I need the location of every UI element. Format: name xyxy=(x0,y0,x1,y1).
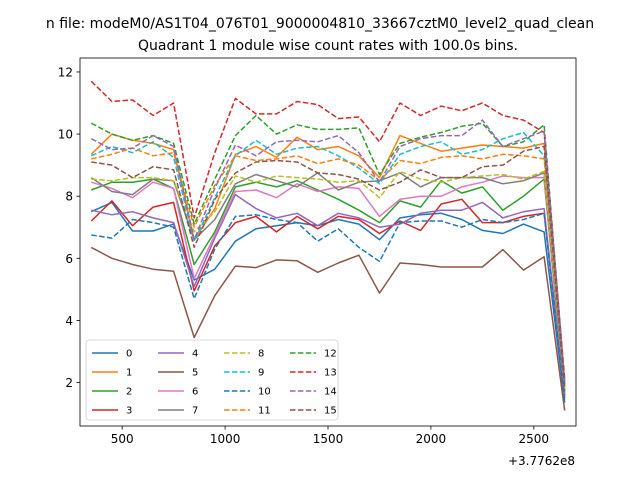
y-tick-label: 2 xyxy=(65,376,73,390)
series-line-3 xyxy=(90,198,566,395)
chart-suptitle: n file: modeM0/AS1T04_076T01_9000004810_… xyxy=(46,16,594,32)
legend-label-14: 14 xyxy=(324,387,337,398)
series-line-5 xyxy=(90,246,566,411)
legend-label-1: 1 xyxy=(126,368,132,379)
legend-label-5: 5 xyxy=(192,368,198,379)
series-line-9 xyxy=(90,131,566,388)
series-line-13 xyxy=(90,80,566,380)
series-line-12 xyxy=(90,114,566,383)
series-line-8 xyxy=(91,170,566,389)
series-line-11 xyxy=(91,147,566,386)
series-line-6 xyxy=(91,175,566,397)
legend-label-4: 4 xyxy=(192,349,198,360)
x-tick-label: 1000 xyxy=(210,432,241,446)
series-line-14 xyxy=(90,119,566,385)
legend-label-8: 8 xyxy=(258,349,264,360)
legend-label-0: 0 xyxy=(126,349,132,360)
series-line-10 xyxy=(91,212,566,402)
series-line-1 xyxy=(90,133,566,388)
legend-label-3: 3 xyxy=(126,406,132,417)
legend-label-12: 12 xyxy=(324,349,337,360)
legend-label-7: 7 xyxy=(192,406,198,417)
plot-area: 500 1000 1500 2000 2500246810120123456789101… xyxy=(58,57,577,446)
x-offset-label: +3.7762e8 xyxy=(508,454,575,468)
x-tick-label: 2000 xyxy=(416,432,447,446)
legend-label-13: 13 xyxy=(324,368,337,379)
legend-label-10: 10 xyxy=(258,387,271,398)
series-line-15 xyxy=(91,145,566,391)
legend-label-15: 15 xyxy=(324,406,337,417)
y-tick-label: 10 xyxy=(58,128,73,142)
legend-label-2: 2 xyxy=(126,387,132,398)
legend-label-11: 11 xyxy=(258,406,271,417)
chart-title: Quadrant 1 module wise count rates with … xyxy=(138,38,518,54)
legend-label-9: 9 xyxy=(258,368,264,379)
y-tick-label: 6 xyxy=(65,252,73,266)
series-line-4 xyxy=(91,193,566,399)
x-tick-label: 1500 xyxy=(313,432,344,446)
x-tick-label: 500 xyxy=(111,432,134,446)
y-tick-label: 4 xyxy=(65,314,73,328)
legend-frame xyxy=(85,339,339,421)
legend-label-6: 6 xyxy=(192,387,198,398)
y-tick-label: 8 xyxy=(65,190,73,204)
x-tick-label: 2500 xyxy=(519,432,550,446)
y-tick-label: 12 xyxy=(58,65,73,79)
